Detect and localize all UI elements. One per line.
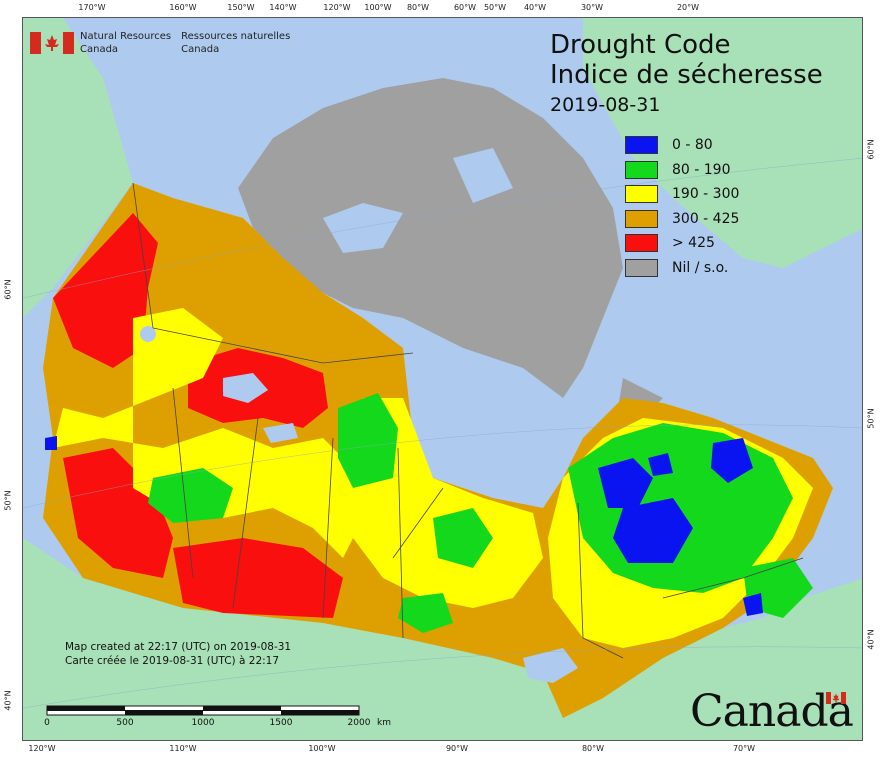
title-en: Drought Code (550, 30, 731, 60)
legend-label: 0 - 80 (672, 137, 713, 154)
legend-item: 300 - 425 (625, 207, 739, 232)
graticule-label: 50°N (866, 408, 876, 429)
legend-label: > 425 (672, 235, 715, 252)
legend-label: Nil / s.o. (672, 259, 729, 276)
credit-en: Map created at 22:17 (UTC) on 2019-08-31 (65, 641, 292, 653)
scale-label: 0 (44, 718, 50, 728)
graticule-label: 80°W (406, 3, 430, 12)
graticule-label: 100°W (364, 3, 392, 12)
graticule-label: 120°W (28, 744, 56, 753)
graticule-label: 110°W (169, 744, 197, 753)
graticule-label: 30°W (580, 3, 604, 12)
map-date: 2019-08-31 (550, 94, 661, 116)
alaska (23, 18, 133, 318)
legend-item: 190 - 300 (625, 182, 739, 207)
canada-flag-icon (826, 692, 846, 704)
yukon-red (53, 213, 158, 368)
canada-flag-icon (30, 32, 74, 54)
scale-bar-graphic (46, 705, 360, 716)
title-fr: Indice de sécheresse (550, 60, 823, 90)
legend-item: 0 - 80 (625, 133, 739, 158)
scale-unit: km (377, 718, 391, 728)
graticule-label: 120°W (323, 3, 351, 12)
arctic-islands (238, 78, 623, 398)
graticule-label: 140°W (269, 3, 297, 12)
map-title: Drought Code Indice de sécheresse 2019-0… (550, 30, 823, 118)
graticule-label: 60°N (3, 279, 13, 300)
graticule-label: 150°W (227, 3, 255, 12)
graticule-label: 20°W (676, 3, 700, 12)
graticule-label: 160°W (169, 3, 197, 12)
graticule-label: 70°W (732, 744, 756, 753)
scale-label: 1000 (191, 718, 215, 728)
legend-item: Nil / s.o. (625, 256, 739, 281)
agency-en-line2: Canada (80, 44, 119, 55)
legend-item: 80 - 190 (625, 158, 739, 183)
graticule-label: 50°W (483, 3, 507, 12)
graticule-label: 100°W (308, 744, 336, 753)
map-credits: Map created at 22:17 (UTC) on 2019-08-31… (65, 640, 291, 668)
scale-label: 1500 (269, 718, 293, 728)
greenland (583, 18, 862, 268)
legend-swatch (625, 258, 658, 277)
legend-swatch (625, 185, 658, 204)
legend-label: 80 - 190 (672, 161, 731, 178)
agency-fr-line1: Ressources naturelles (181, 31, 291, 42)
hudson-bay (408, 348, 583, 508)
agency-en-line1: Natural Resources (80, 31, 172, 42)
graticule-label: 50°N (3, 490, 13, 511)
graticule-label: 60°N (866, 139, 876, 160)
graticule-label: 60°W (453, 3, 477, 12)
legend-swatch (625, 209, 658, 228)
graticule-label: 90°W (445, 744, 469, 753)
legend-swatch (625, 160, 658, 179)
graticule-label: 170°W (78, 3, 106, 12)
scale-bar: 0 500 1000 1500 2000 km (44, 703, 391, 733)
legend: 0 - 80 80 - 190 190 - 300 300 - 425 > 42… (625, 133, 739, 280)
scale-label: 500 (116, 718, 134, 728)
map-canvas[interactable] (22, 17, 863, 741)
graticule-label: 40°N (3, 690, 13, 711)
credit-fr: Carte créée le 2019-08-31 (UTC) à 22:17 (65, 655, 280, 667)
legend-swatch (625, 234, 658, 253)
drought-code-map (23, 18, 862, 740)
graticule-label: 40°N (866, 629, 876, 650)
legend-label: 300 - 425 (672, 210, 740, 227)
legend-label: 190 - 300 (672, 186, 740, 203)
graticule-label: 80°W (581, 744, 605, 753)
scale-label: 2000 (347, 718, 371, 728)
agency-signature: Natural Resources Canada Ressources natu… (30, 30, 300, 56)
usa (23, 538, 862, 740)
graticule-label: 40°W (523, 3, 547, 12)
legend-item: > 425 (625, 231, 739, 256)
agency-fr-line2: Canada (181, 44, 220, 55)
legend-swatch (625, 136, 658, 155)
